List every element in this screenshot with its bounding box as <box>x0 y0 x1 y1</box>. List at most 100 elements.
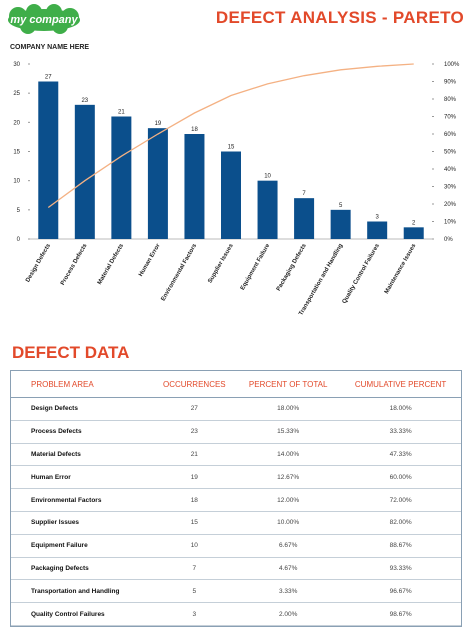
logo-text: my company <box>10 14 78 26</box>
column-header: CUMULATIVE PERCENT <box>340 371 461 398</box>
y-tick-label: 25 <box>13 91 20 97</box>
bar-label: 10 <box>264 174 271 180</box>
table-cell: Material Defects <box>11 443 153 467</box>
table-cell: 5 <box>152 579 237 604</box>
table-row: Transportation and Handling 5 3.33% 96.67% <box>11 579 461 604</box>
table-cell: Process Defects <box>11 420 153 444</box>
section-title: DEFECT DATA <box>12 343 130 362</box>
table-cell: 15 <box>152 511 237 535</box>
table-cell: 3.33% <box>236 579 341 604</box>
bar-label: 21 <box>118 110 125 116</box>
bar-label: 18 <box>191 127 198 133</box>
bar <box>367 221 388 239</box>
table-cell: 23 <box>152 420 237 444</box>
cumulative-line <box>47 63 414 209</box>
table-row: Quality Control Failures 3 2.00% 98.67% <box>11 602 461 626</box>
y2-tick-label: 60% <box>444 132 457 138</box>
y-tick-label: 15 <box>13 150 20 156</box>
table-cell: 12.67% <box>236 465 341 490</box>
x-tick-label: Maintenance Issues <box>384 242 418 295</box>
table-row: Human Error 19 12.67% 60.00% <box>11 465 461 490</box>
x-tick-label: Environmental Factors <box>160 242 198 302</box>
table-cell: 19 <box>152 465 237 490</box>
table-cell: 7 <box>152 557 237 581</box>
company-name: COMPANY NAME HERE <box>10 44 90 51</box>
bar <box>147 128 168 239</box>
bar-label: 27 <box>45 75 52 81</box>
column-header: PERCENT OF TOTAL <box>236 371 341 398</box>
bar-label: 3 <box>376 215 380 221</box>
x-tick-label: Transportation and Handling <box>298 243 344 317</box>
table-cell: Transportation and Handling <box>11 579 153 604</box>
y2-tick-label: 40% <box>444 167 457 173</box>
table-row: Process Defects 23 15.33% 33.33% <box>11 420 461 444</box>
bar <box>257 180 278 239</box>
table-cell: 100.00% <box>340 625 461 629</box>
y2-tick-label: 20% <box>444 202 457 208</box>
y2-tick-label: 10% <box>444 220 457 226</box>
x-tick-label: Packaging Defects <box>276 242 308 292</box>
y-tick-label: 5 <box>17 208 21 214</box>
table-cell: 3 <box>152 602 237 626</box>
y2-tick-label: 80% <box>444 97 457 103</box>
table-cell: 93.33% <box>340 557 461 581</box>
table-row: Equipment Failure 10 6.67% 88.67% <box>11 534 461 558</box>
table-cell: Packaging Defects <box>11 557 153 581</box>
table-cell: Human Error <box>11 465 153 490</box>
page-title: DEFECT ANALYSIS - PARETO <box>215 8 464 27</box>
pareto-chart: 0510152025300%10%20%30%40%50%60%70%80%90… <box>13 62 460 317</box>
y2-tick-label: 30% <box>444 185 457 191</box>
bar-label: 19 <box>155 121 162 127</box>
table-cell: 1.33% <box>236 625 340 629</box>
table-cell: 18.00% <box>340 397 461 421</box>
x-tick-label: Equipment Failure <box>240 242 272 291</box>
column-header: OCCURRENCES <box>152 371 237 398</box>
table-row: Environmental Factors 18 12.00% 72.00% <box>11 488 461 512</box>
table-cell: Equipment Failure <box>11 534 153 558</box>
y2-tick-label: 0% <box>444 237 453 243</box>
y-tick-label: 0 <box>17 237 21 243</box>
bar <box>221 151 241 239</box>
table-cell: 15.33% <box>236 420 341 444</box>
x-tick-label: Material Defects <box>97 242 126 285</box>
bar <box>38 81 59 239</box>
column-header: PROBLEM AREA <box>11 371 153 398</box>
x-tick-label: Supplier Issues <box>207 242 235 284</box>
bar <box>74 104 95 239</box>
table-cell: 96.67% <box>340 579 461 604</box>
y2-tick-label: 50% <box>444 150 457 156</box>
header-row: PROBLEM AREA OCCURRENCES PERCENT OF TOTAL C… <box>11 371 461 398</box>
table-cell: Design Defects <box>11 397 153 421</box>
table-cell: 88.67% <box>340 534 461 558</box>
table-cell: 27 <box>152 397 237 421</box>
table-frame: PROBLEM AREA OCCURRENCES PERCENT OF TOTAL C… <box>10 370 462 627</box>
table-cell: 33.33% <box>340 420 461 444</box>
y-tick-label: 10 <box>13 179 20 185</box>
defect-table: PROBLEM AREA OCCURRENCES PERCENT OF TOTAL C… <box>11 371 461 629</box>
table-cell: 18.00% <box>236 397 341 421</box>
table-cell: 2 <box>153 625 237 629</box>
bar <box>330 209 351 239</box>
y2-tick-label: 90% <box>444 80 457 86</box>
table-cell: 12.00% <box>236 488 341 512</box>
logo-cloud <box>8 4 80 34</box>
table-cell: 60.00% <box>340 465 461 490</box>
table-cell: 10.00% <box>236 511 341 535</box>
x-tick-label: Human Error <box>138 242 162 277</box>
table-cell: 2.00% <box>236 602 341 626</box>
table-cell: Environmental Factors <box>11 488 153 512</box>
logo: my company <box>8 4 80 34</box>
table-cell: 14.00% <box>236 443 341 467</box>
table-cell: 47.33% <box>340 443 461 467</box>
y2-tick-label: 100% <box>444 62 460 68</box>
y-tick-label: 20 <box>13 120 20 126</box>
table-cell: Maintenance Issues <box>11 625 153 629</box>
table-cell: 4.67% <box>236 557 341 581</box>
bar <box>294 198 315 239</box>
table-row: Material Defects 21 14.00% 47.33% <box>11 443 461 467</box>
table-cell: 10 <box>152 534 237 558</box>
x-tick-label: Process Defects <box>60 242 89 286</box>
table-row: Supplier Issues 15 10.00% 82.00% <box>11 511 461 535</box>
bar <box>111 116 132 239</box>
